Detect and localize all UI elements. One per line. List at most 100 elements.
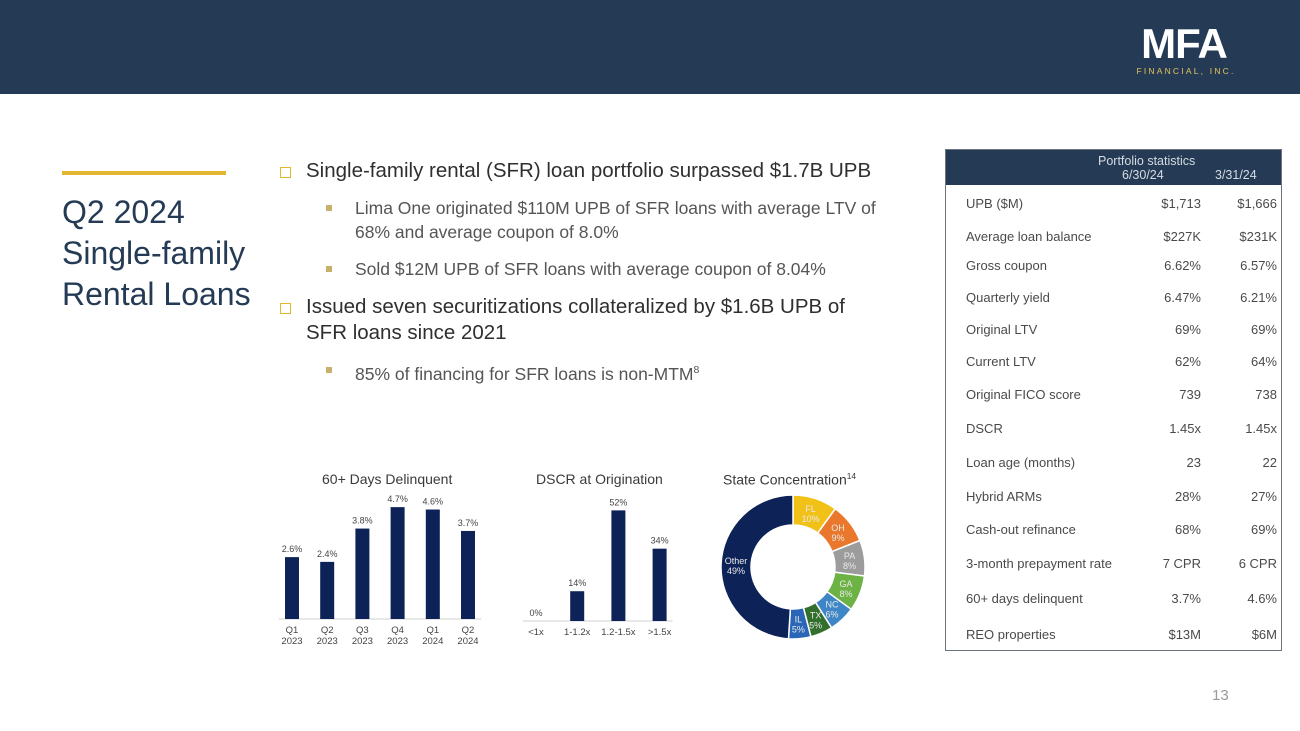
x-tick-label: Q4 bbox=[391, 625, 404, 636]
header-bar: MFA FINANCIAL, INC. bbox=[0, 0, 1300, 94]
slice-name-label: IL bbox=[795, 615, 803, 625]
bullet-1-sub-2: Sold $12M UPB of SFR loans with average … bbox=[278, 257, 888, 281]
x-tick-label: 2023 bbox=[281, 636, 302, 647]
stats-row-value-prior: $1,666 bbox=[1237, 196, 1277, 211]
stats-row-value-current: $1,713 bbox=[1161, 196, 1201, 211]
stats-row: Original LTV 69% 69% bbox=[946, 322, 1281, 342]
stats-row-value-current: 6.62% bbox=[1164, 258, 1201, 273]
stats-row-value-prior: 738 bbox=[1255, 387, 1277, 402]
slice-name-label: TX bbox=[810, 610, 822, 620]
slice-name-label: NC bbox=[826, 600, 839, 610]
square-bullet-icon bbox=[326, 266, 332, 272]
data-label: 14% bbox=[568, 578, 586, 588]
data-label: 3.8% bbox=[352, 516, 373, 526]
stats-row: Loan age (months) 23 22 bbox=[946, 455, 1281, 475]
x-tick-label: Q2 bbox=[321, 625, 334, 636]
svg-text:FINANCIAL, INC.: FINANCIAL, INC. bbox=[1136, 66, 1235, 76]
x-tick-label: 1.2-1.5x bbox=[601, 627, 636, 638]
data-label: 3.7% bbox=[458, 518, 479, 528]
stats-row: Quarterly yield 6.47% 6.21% bbox=[946, 290, 1281, 310]
state-chart-title: State Concentration14 bbox=[723, 471, 856, 488]
stats-row: Gross coupon 6.62% 6.57% bbox=[946, 258, 1281, 278]
stats-row-value-current: 68% bbox=[1174, 522, 1201, 537]
data-label: 0% bbox=[529, 608, 542, 618]
x-tick-label: 2023 bbox=[387, 636, 408, 647]
slice-value-label: 5% bbox=[809, 620, 822, 630]
slice-name-label: PA bbox=[844, 551, 855, 561]
stats-row-value-prior: 22 bbox=[1262, 455, 1277, 470]
delinquent-chart-title: 60+ Days Delinquent bbox=[322, 471, 453, 487]
data-label: 52% bbox=[609, 497, 627, 507]
slice-value-label: 49% bbox=[727, 566, 745, 576]
stats-row-value-current: $13M bbox=[1168, 627, 1201, 642]
stats-row: 60+ days delinquent 3.7% 4.6% bbox=[946, 591, 1281, 611]
stats-header-title: Portfolio statistics bbox=[1098, 154, 1196, 168]
svg-text:MFA: MFA bbox=[1141, 20, 1227, 67]
bullet-1-sub-1: Lima One originated $110M UPB of SFR loa… bbox=[278, 196, 888, 244]
donut-slice-other bbox=[720, 494, 794, 640]
slice-name-label: Other bbox=[725, 556, 748, 566]
bar bbox=[611, 510, 626, 621]
mfa-logo: MFA FINANCIAL, INC. bbox=[1136, 20, 1235, 76]
stats-row-value-current: 3.7% bbox=[1171, 591, 1201, 606]
stats-row: DSCR 1.45x 1.45x bbox=[946, 421, 1281, 441]
stats-row-label: 3-month prepayment rate bbox=[966, 556, 1112, 571]
stats-row-value-current: 6.47% bbox=[1164, 290, 1201, 305]
stats-row-label: Loan age (months) bbox=[966, 455, 1076, 470]
slice-name-label: FL bbox=[805, 504, 816, 514]
x-tick-label: Q1 bbox=[286, 625, 299, 636]
stats-row-value-prior: 1.45x bbox=[1245, 421, 1277, 436]
stats-row-value-prior: 6 CPR bbox=[1238, 556, 1277, 571]
x-tick-label: <1x bbox=[528, 627, 544, 638]
stats-row-label: DSCR bbox=[966, 421, 1003, 436]
stats-row-value-prior: 6.21% bbox=[1240, 290, 1277, 305]
page-title: Q2 2024 Single-family Rental Loans bbox=[62, 194, 251, 312]
bullet-1-sub-2-text: Sold $12M UPB of SFR loans with average … bbox=[355, 259, 826, 279]
stats-row-label: Gross coupon bbox=[966, 258, 1047, 273]
stats-row-label: Quarterly yield bbox=[966, 290, 1050, 305]
slice-value-label: 6% bbox=[826, 610, 839, 620]
square-bullet-icon bbox=[326, 205, 332, 211]
page-number: 13 bbox=[1212, 687, 1229, 704]
stats-row-value-current: 23 bbox=[1186, 455, 1201, 470]
stats-header: Portfolio statistics 6/30/24 3/31/24 bbox=[946, 150, 1281, 185]
stats-row-value-current: 7 CPR bbox=[1162, 556, 1201, 571]
square-bullet-icon bbox=[326, 367, 332, 373]
stats-row-label: Cash-out refinance bbox=[966, 522, 1076, 537]
x-tick-label: >1.5x bbox=[648, 627, 672, 638]
bar bbox=[320, 561, 335, 619]
slice-value-label: 8% bbox=[839, 589, 852, 599]
stats-row: Average loan balance $227K $231K bbox=[946, 229, 1281, 249]
stats-row-value-prior: $231K bbox=[1239, 229, 1277, 244]
stats-col-current: 6/30/24 bbox=[1122, 168, 1164, 182]
slice-name-label: OH bbox=[831, 523, 845, 533]
stats-row-value-current: $227K bbox=[1163, 229, 1201, 244]
stats-row-label: UPB ($M) bbox=[966, 196, 1024, 211]
data-label: 2.4% bbox=[317, 549, 338, 559]
x-tick-label: 2024 bbox=[457, 636, 478, 647]
x-tick-label: 2024 bbox=[422, 636, 443, 647]
stats-row: 3-month prepayment rate 7 CPR 6 CPR bbox=[946, 556, 1281, 576]
x-tick-label: Q3 bbox=[356, 625, 369, 636]
stats-row-label: Average loan balance bbox=[966, 229, 1092, 244]
x-tick-label: 1-1.2x bbox=[564, 627, 591, 638]
bar bbox=[285, 557, 299, 619]
bullet-2-sub-1-text: 85% of financing for SFR loans is non-MT… bbox=[355, 363, 694, 384]
stats-row: Original FICO score 739 738 bbox=[946, 387, 1281, 407]
portfolio-statistics-table: Portfolio statistics 6/30/24 3/31/24 UPB… bbox=[945, 149, 1282, 651]
bar bbox=[390, 507, 405, 619]
x-tick-label: 2023 bbox=[317, 636, 338, 647]
bullet-2: Issued seven securitizations collaterali… bbox=[278, 294, 888, 346]
data-label: 4.7% bbox=[387, 494, 408, 504]
bar bbox=[355, 528, 370, 619]
slice-name-label: GA bbox=[839, 579, 852, 589]
stats-row-label: 60+ days delinquent bbox=[966, 591, 1083, 606]
bar bbox=[425, 509, 440, 619]
footnote-ref: 8 bbox=[693, 364, 700, 376]
bullet-list: Single-family rental (SFR) loan portfoli… bbox=[278, 158, 888, 399]
footnote-ref: 14 bbox=[846, 471, 857, 481]
x-tick-label: 2023 bbox=[352, 636, 373, 647]
stats-row: Cash-out refinance 68% 69% bbox=[946, 522, 1281, 542]
dscr-chart-title: DSCR at Origination bbox=[536, 471, 663, 487]
